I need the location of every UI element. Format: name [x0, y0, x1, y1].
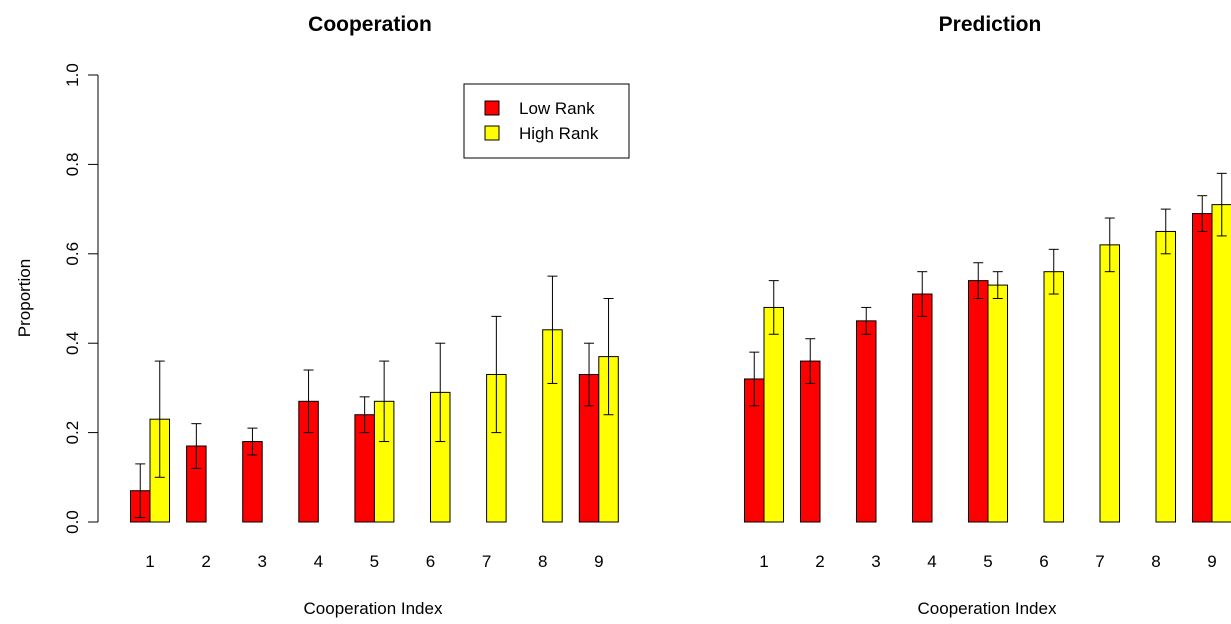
legend: Low Rank High Rank: [463, 83, 630, 159]
panel1-ylabel: Proportion: [15, 259, 34, 337]
panel1-x-tick-label: 9: [594, 552, 603, 571]
panel2-x-tick-label: 1: [759, 552, 768, 571]
panel2-bar-high-rank: [1043, 271, 1064, 523]
panel2-x-tick-label: 4: [927, 552, 936, 571]
panel2-bar-low-rank: [912, 293, 933, 523]
legend-label-high-rank: High Rank: [519, 124, 599, 143]
panel1-x-tick-label: 6: [426, 552, 435, 571]
panel1-title: Cooperation: [308, 13, 432, 36]
panel2-bar-low-rank: [800, 360, 821, 523]
panel1-y-tick-label: 0.6: [63, 242, 82, 266]
panel1-y-tick-label: 0.0: [63, 510, 82, 534]
panel2-bar-low-rank: [856, 320, 877, 523]
panel2-title: Prediction: [939, 13, 1042, 36]
panel1-y-tick-label: 0.4: [63, 331, 82, 355]
chart-marks: 0.0 0.2 0.4 0.6 0.8 1.0 1 2 3 4 5 6 7 8 9 1 2 3 4 5 6 7 8 9: [63, 63, 1231, 571]
panel2-bar-high-rank: [1211, 204, 1231, 523]
panel2-xlabel: Cooperation Index: [918, 599, 1057, 618]
panel2-bar-high-rank: [987, 284, 1008, 523]
panel1-x-tick-label: 8: [538, 552, 547, 571]
legend-swatch-high-rank: [484, 125, 500, 141]
panel1-x-tick-label: 3: [257, 552, 266, 571]
panel2-x-tick-label: 9: [1207, 552, 1216, 571]
panel2-x-tick-label: 7: [1095, 552, 1104, 571]
panel2-x-tick-label: 3: [871, 552, 880, 571]
panel2-bar-low-rank: [968, 280, 989, 523]
legend-box: [463, 83, 630, 159]
panel2-x-tick-label: 2: [815, 552, 824, 571]
panel1-x-tick-label: 7: [482, 552, 491, 571]
legend-swatch-low-rank: [484, 100, 500, 116]
panel1-y-tick-label: 0.2: [63, 421, 82, 445]
panel2-x-tick-label: 8: [1151, 552, 1160, 571]
panel1-x-tick-label: 1: [145, 552, 154, 571]
panel2-bar-high-rank: [763, 306, 784, 523]
panel1-y-tick-label: 0.8: [63, 153, 82, 177]
panel2-bar-high-rank: [1155, 230, 1176, 523]
panel1-x-tick-label: 5: [370, 552, 379, 571]
panel1-y-tick-label: 1.0: [63, 63, 82, 87]
panel1-x-tick-label: 4: [314, 552, 323, 571]
panel2-bar-high-rank: [1099, 244, 1120, 523]
panel2-bar-low-rank: [1192, 213, 1213, 523]
panel2-x-tick-label: 5: [983, 552, 992, 571]
panel1-x-tick-label: 2: [201, 552, 210, 571]
panel1-xlabel: Cooperation Index: [304, 599, 443, 618]
legend-label-low-rank: Low Rank: [519, 99, 595, 118]
panel2-x-tick-label: 6: [1039, 552, 1048, 571]
